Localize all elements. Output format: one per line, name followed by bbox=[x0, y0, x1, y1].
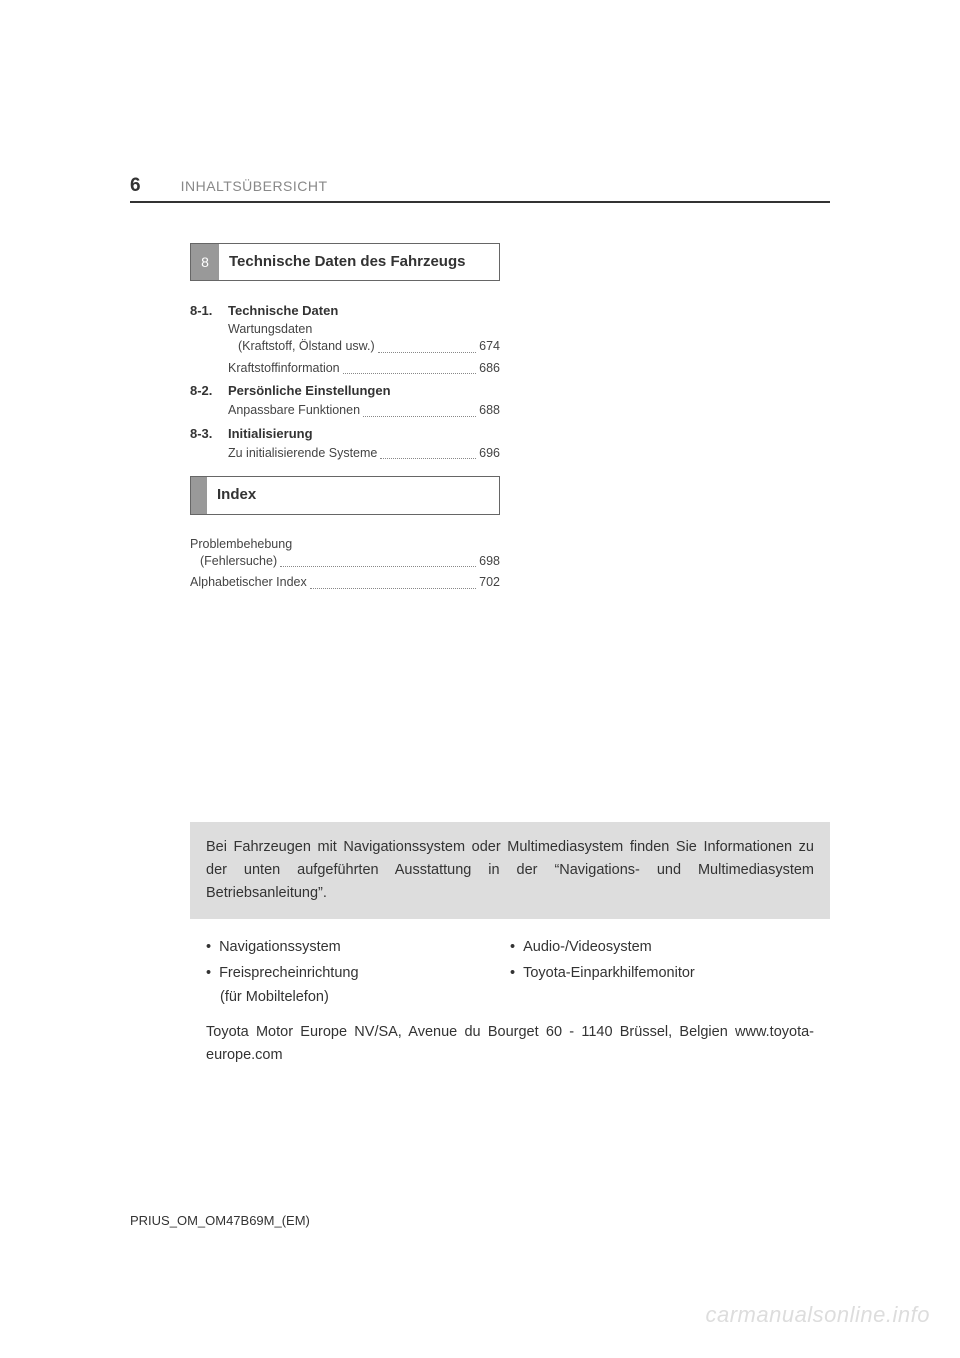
bullet-item: • Freisprecheinrichtung bbox=[206, 963, 510, 985]
section-8-title: Technische Daten des Fahrzeugs bbox=[219, 244, 475, 280]
toc-dots bbox=[378, 352, 477, 353]
toc-entry: (Kraftstoff, Ölstand usw.) 674 bbox=[228, 338, 500, 356]
toc-label: Anpassbare Funktionen bbox=[228, 402, 360, 420]
toc-page: 686 bbox=[479, 360, 500, 378]
index-section-header: Index bbox=[190, 476, 500, 514]
bullet-dot-icon: • bbox=[510, 937, 515, 959]
toc-entry: Problembehebung bbox=[190, 537, 500, 551]
toc-dots bbox=[310, 588, 476, 589]
bullet-col-left: • Navigationssystem • Freisprecheinricht… bbox=[206, 937, 510, 1005]
bullet-dot-icon: • bbox=[206, 937, 211, 959]
bullet-col-right: • Audio-/Videosystem • Toyota-Einparkhil… bbox=[510, 937, 814, 1005]
bullet-text: Freisprecheinrichtung bbox=[219, 963, 358, 985]
toc-page: 696 bbox=[479, 445, 500, 463]
toc-dots bbox=[380, 458, 476, 459]
watermark: carmanualsonline.info bbox=[705, 1302, 930, 1328]
toc-label: Kraftstoffinformation bbox=[228, 360, 340, 378]
toc-dots bbox=[343, 373, 477, 374]
toc-label: Zu initialisierende Systeme bbox=[228, 445, 377, 463]
toc-entry: Anpassbare Funktionen 688 bbox=[228, 402, 500, 420]
bullet-subtext: (für Mobiltelefon) bbox=[220, 989, 510, 1005]
subsection-title: Technische Daten bbox=[228, 303, 500, 318]
subsection-row: 8-1. Technische Daten bbox=[190, 303, 500, 318]
toc-label: (Kraftstoff, Ölstand usw.) bbox=[238, 338, 375, 356]
toc-entry: Zu initialisierende Systeme 696 bbox=[228, 445, 500, 463]
bullet-text: Toyota-Einparkhilfemonitor bbox=[523, 963, 695, 985]
bullet-item: • Audio-/Videosystem bbox=[510, 937, 814, 959]
toc-page: 674 bbox=[479, 338, 500, 356]
toc-page: 702 bbox=[479, 574, 500, 592]
toc-page: 698 bbox=[479, 553, 500, 571]
subsection-num: 8-2. bbox=[190, 383, 228, 398]
footer-address: Toyota Motor Europe NV/SA, Avenue du Bou… bbox=[206, 1021, 814, 1067]
subsection-8-3: 8-3. Initialisierung Zu initialisierende… bbox=[190, 426, 500, 463]
toc-page: 688 bbox=[479, 402, 500, 420]
bullet-item: • Toyota-Einparkhilfemonitor bbox=[510, 963, 814, 985]
toc-label: Wartungsdaten bbox=[228, 322, 312, 336]
subsection-num: 8-3. bbox=[190, 426, 228, 441]
bullet-text: Navigationssystem bbox=[219, 937, 341, 959]
index-badge bbox=[191, 477, 207, 513]
subsection-row: 8-2. Persönliche Einstellungen bbox=[190, 383, 500, 398]
lower-info-section: Bei Fahrzeugen mit Navigationssystem ode… bbox=[190, 822, 830, 1067]
bullet-dot-icon: • bbox=[206, 963, 211, 985]
toc-label: (Fehlersuche) bbox=[200, 553, 277, 571]
toc-label: Alphabetischer Index bbox=[190, 574, 307, 592]
toc-column: 8 Technische Daten des Fahrzeugs 8-1. Te… bbox=[190, 243, 500, 592]
section-8-header: 8 Technische Daten des Fahrzeugs bbox=[190, 243, 500, 281]
subsection-8-1: 8-1. Technische Daten Wartungsdaten (Kra… bbox=[190, 303, 500, 377]
index-title: Index bbox=[207, 477, 266, 513]
subsection-title: Persönliche Einstellungen bbox=[228, 383, 500, 398]
section-8-badge: 8 bbox=[191, 244, 219, 280]
toc-entry: Kraftstoffinformation 686 bbox=[228, 360, 500, 378]
info-box: Bei Fahrzeugen mit Navigationssystem ode… bbox=[190, 822, 830, 920]
subsection-num: 8-1. bbox=[190, 303, 228, 318]
bullet-columns: • Navigationssystem • Freisprecheinricht… bbox=[206, 937, 814, 1005]
subsection-8-2: 8-2. Persönliche Einstellungen Anpassbar… bbox=[190, 383, 500, 420]
bullet-dot-icon: • bbox=[510, 963, 515, 985]
bullet-text: Audio-/Videosystem bbox=[523, 937, 652, 959]
toc-entry: Alphabetischer Index 702 bbox=[190, 574, 500, 592]
subsection-title: Initialisierung bbox=[228, 426, 500, 441]
document-id: PRIUS_OM_OM47B69M_(EM) bbox=[130, 1213, 310, 1228]
subsection-row: 8-3. Initialisierung bbox=[190, 426, 500, 441]
toc-dots bbox=[280, 566, 476, 567]
page-header: 6 INHALTSÜBERSICHT bbox=[130, 175, 830, 203]
toc-dots bbox=[363, 416, 476, 417]
toc-label: Problembehebung bbox=[190, 537, 292, 551]
header-title: INHALTSÜBERSICHT bbox=[181, 178, 328, 194]
bullet-item: • Navigationssystem bbox=[206, 937, 510, 959]
page-number: 6 bbox=[130, 175, 141, 197]
toc-entry: (Fehlersuche) 698 bbox=[190, 553, 500, 571]
toc-entry: Wartungsdaten bbox=[228, 322, 500, 336]
page-container: 6 INHALTSÜBERSICHT 8 Technische Daten de… bbox=[0, 0, 960, 1067]
